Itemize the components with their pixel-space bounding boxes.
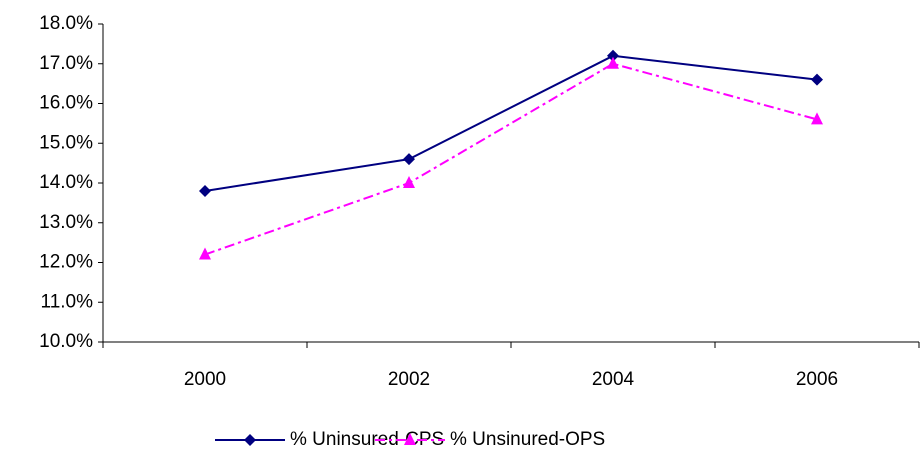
series-line	[204, 62, 818, 256]
data-point	[403, 153, 415, 166]
x-tick-label: 2006	[796, 369, 838, 390]
x-tick-label: 2002	[388, 369, 430, 390]
legend-marker	[404, 433, 416, 445]
data-point	[199, 247, 211, 260]
y-tick-label: 17.0%	[39, 53, 93, 74]
data-point	[199, 184, 211, 197]
legend-marker	[244, 434, 256, 446]
y-tick-label: 12.0%	[39, 252, 93, 273]
data-point	[607, 49, 619, 62]
series-line	[204, 54, 818, 192]
legend-label: % Unsinured-OPS	[450, 429, 605, 450]
data-point	[607, 56, 619, 69]
y-tick-label: 15.0%	[39, 132, 93, 153]
y-tick-label: 14.0%	[39, 172, 93, 193]
y-tick-label: 10.0%	[39, 331, 93, 352]
x-tick-label: 2000	[184, 369, 226, 390]
data-point	[811, 73, 823, 86]
y-tick-label: 11.0%	[41, 291, 94, 312]
y-tick-label: 18.0%	[39, 13, 93, 34]
y-tick-label: 13.0%	[39, 212, 93, 233]
x-tick-label: 2004	[592, 369, 635, 390]
y-tick-label: 16.0%	[39, 93, 93, 114]
data-point	[403, 176, 415, 188]
data-point	[811, 112, 823, 125]
